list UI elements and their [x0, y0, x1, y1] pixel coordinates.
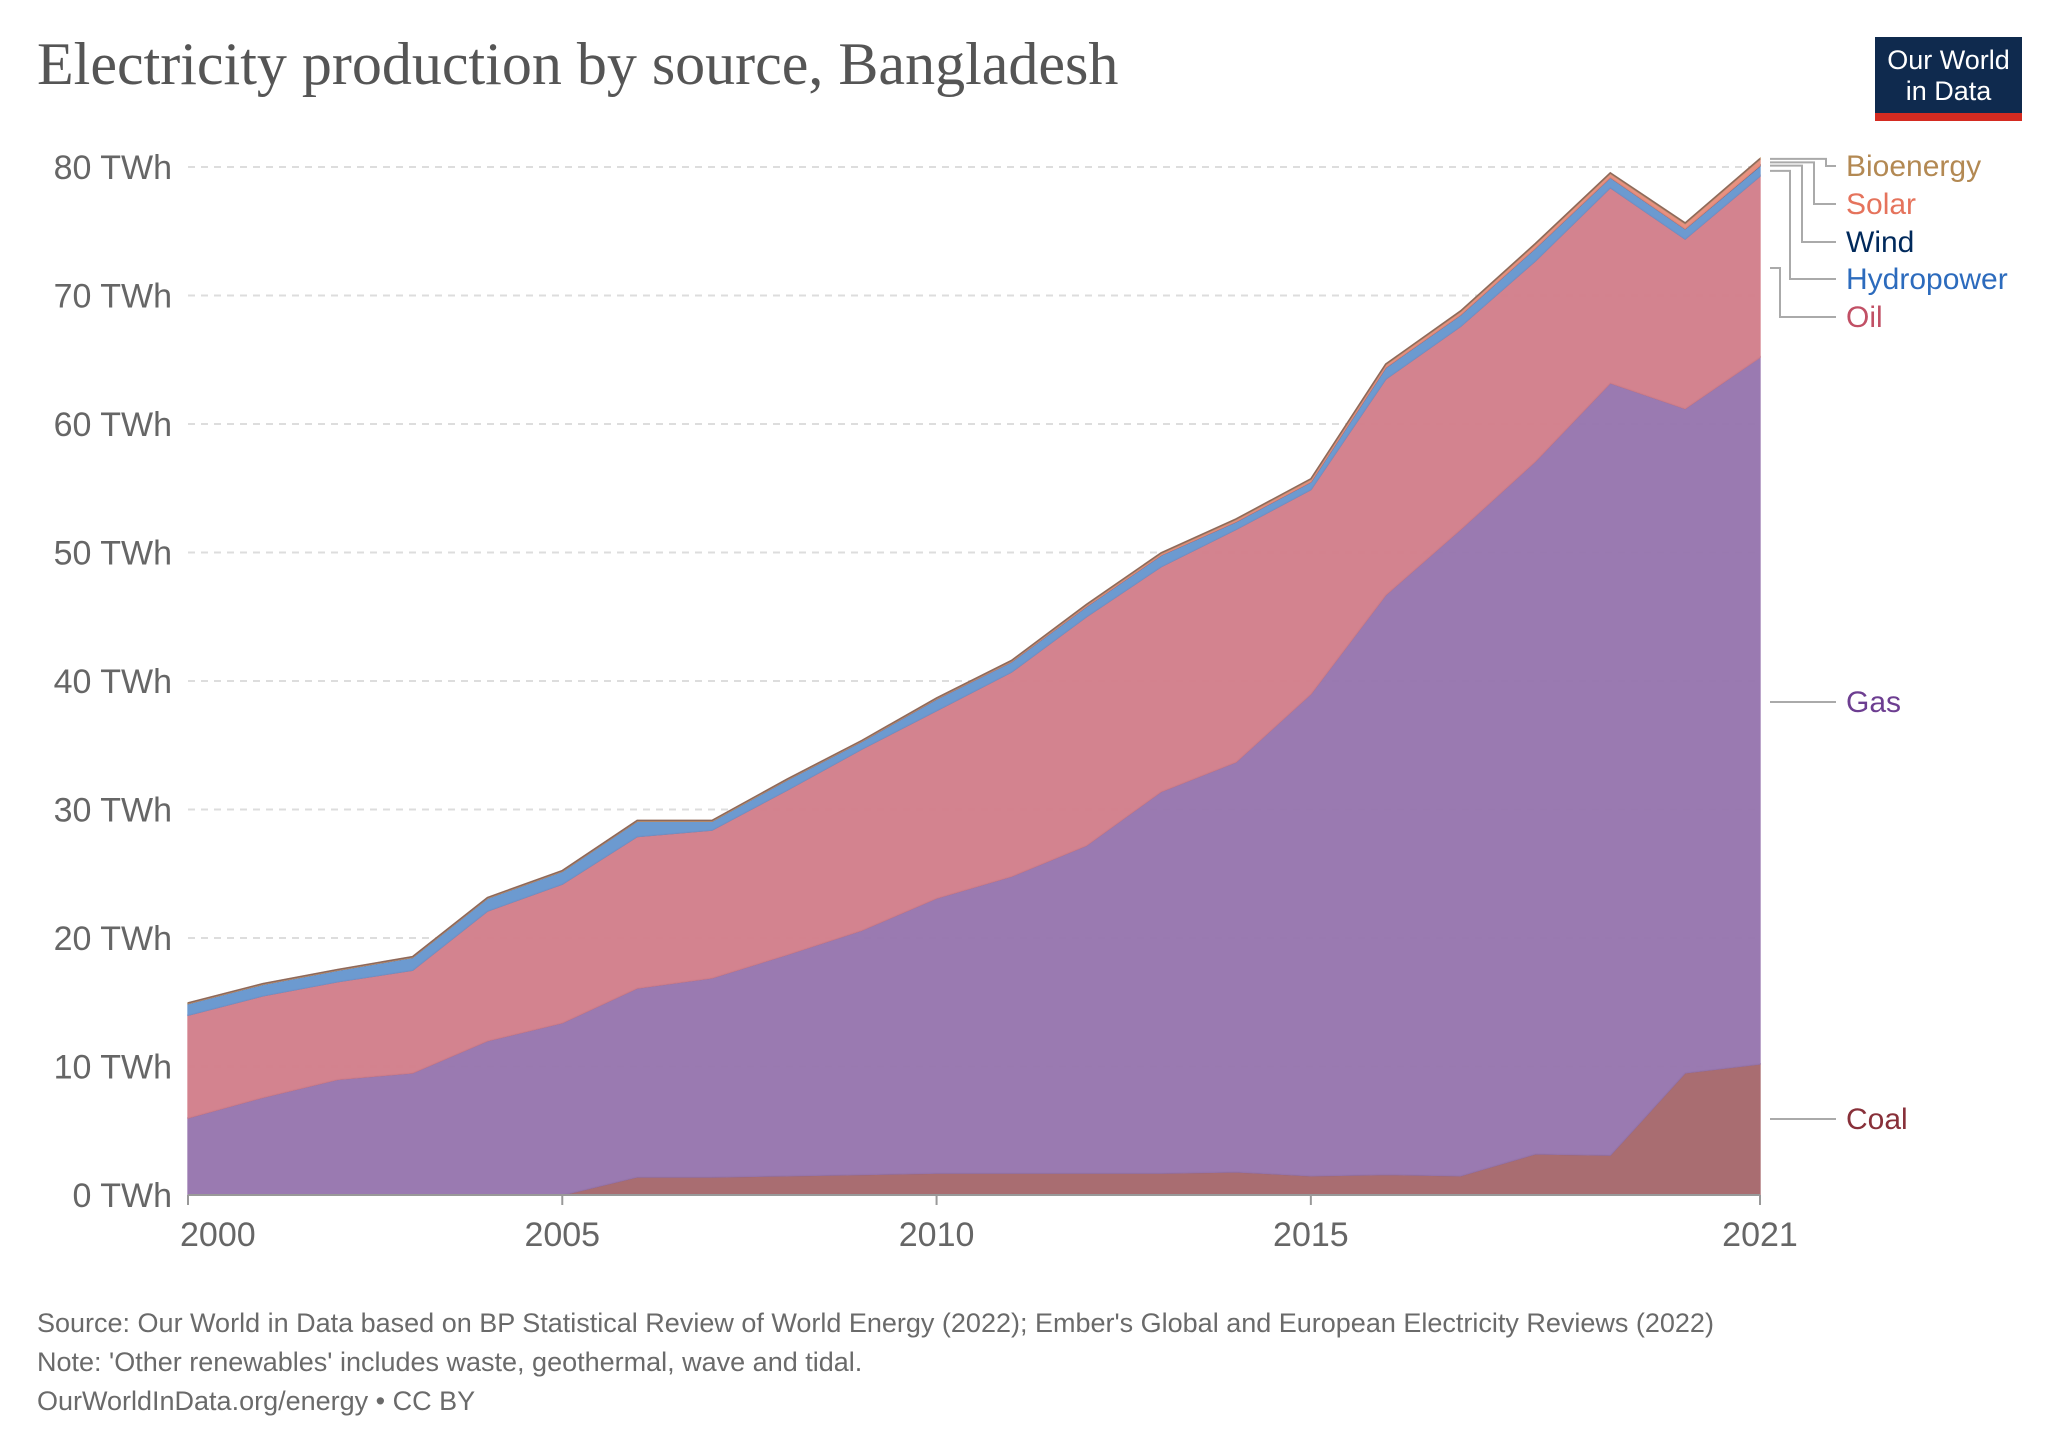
legend-connector-oil: [1770, 267, 1836, 318]
area-edge-bioenergy: [187, 157, 1761, 1004]
stacked-area-chart: 0 TWh 10 TWh 20 TWh 30 TWh 40 TWh 50 TWh 60 TW…: [54, 149, 2008, 1254]
footer-source: Source: Our World in Data based on BP St…: [37, 1308, 1714, 1338]
y-tick-label: 70 TWh: [54, 278, 172, 316]
footer-license[interactable]: OurWorldInData.org/energy • CC BY: [37, 1386, 476, 1416]
legend-label-solar[interactable]: Solar: [1846, 188, 1916, 221]
legend-label-gas[interactable]: Gas: [1846, 686, 1901, 719]
area-bioenergy: [187, 156, 1761, 1005]
legend-connector-solar: [1770, 161, 1836, 205]
legend-label-wind[interactable]: Wind: [1846, 226, 1914, 259]
legend-label-oil[interactable]: Oil: [1846, 301, 1883, 334]
x-tick-label: 2010: [899, 1216, 975, 1254]
logo-accent-bar: [1875, 113, 2022, 121]
legend-connector-bioenergy: [1770, 157, 1836, 167]
legend-label-coal[interactable]: Coal: [1846, 1103, 1908, 1136]
chart-title: Electricity production by source, Bangla…: [37, 31, 1119, 97]
y-tick-label: 60 TWh: [54, 406, 172, 444]
x-tick-label: 2021: [1722, 1216, 1798, 1254]
x-tick-label: 2000: [180, 1216, 256, 1254]
y-tick-label: 0 TWh: [72, 1177, 172, 1215]
logo-line-2: in Data: [1905, 76, 1992, 106]
owid-logo[interactable]: Our World in Data: [1875, 37, 2022, 121]
logo-line-1: Our World: [1887, 45, 2010, 75]
x-tick-label: 2005: [524, 1216, 600, 1254]
footer-note: Note: 'Other renewables' includes waste,…: [37, 1347, 863, 1377]
y-tick-label: 40 TWh: [54, 663, 172, 701]
y-tick-label: 10 TWh: [54, 1049, 172, 1087]
y-tick-label: 80 TWh: [54, 149, 172, 187]
y-tick-label: 20 TWh: [54, 920, 172, 958]
legend-connector-wind: [1770, 164, 1836, 243]
y-tick-label: 50 TWh: [54, 535, 172, 573]
legend-connector-hydropower: [1770, 169, 1836, 280]
legend-label-hydropower[interactable]: Hydropower: [1846, 263, 2008, 296]
legend-label-bioenergy[interactable]: Bioenergy: [1846, 150, 1981, 183]
y-tick-label: 30 TWh: [54, 792, 172, 830]
x-tick-label: 2015: [1273, 1216, 1349, 1254]
